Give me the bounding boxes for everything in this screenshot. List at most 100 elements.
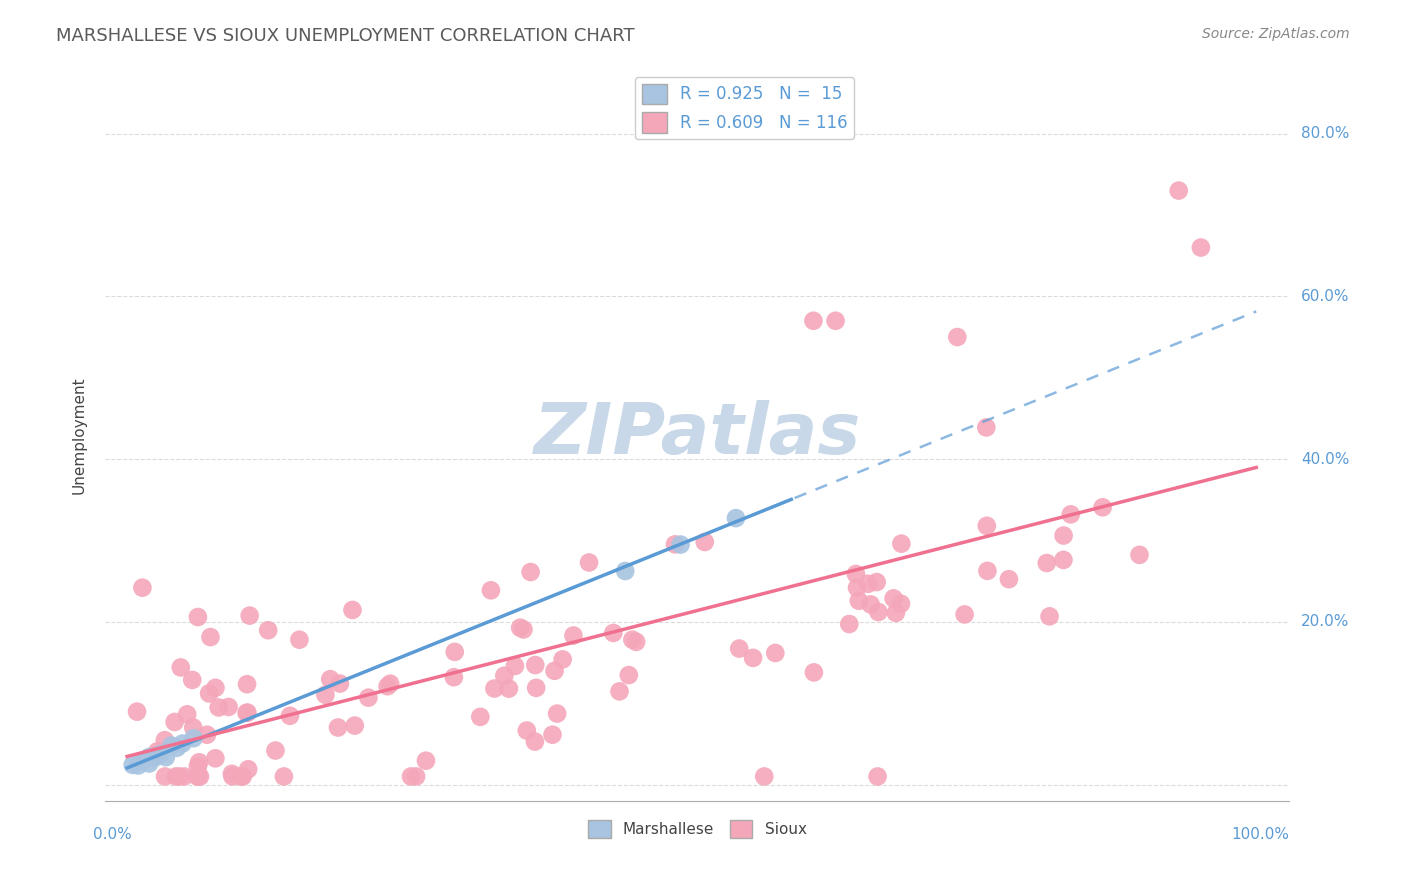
Point xyxy=(399,769,422,783)
Point xyxy=(221,766,243,780)
Point xyxy=(319,672,342,686)
Text: 60.0%: 60.0% xyxy=(1302,289,1350,304)
Point xyxy=(516,723,538,738)
Point xyxy=(1052,528,1074,542)
Point xyxy=(763,646,786,660)
Point xyxy=(380,676,402,690)
Point xyxy=(609,684,631,698)
Point xyxy=(512,623,534,637)
Point xyxy=(173,769,195,783)
Point xyxy=(200,630,222,644)
Point xyxy=(524,681,547,695)
Point xyxy=(803,314,825,328)
Point xyxy=(998,572,1021,586)
Point xyxy=(494,668,516,682)
Point xyxy=(236,677,259,691)
Point xyxy=(946,330,969,344)
Point xyxy=(187,769,209,783)
Point xyxy=(188,756,211,770)
Point xyxy=(890,536,912,550)
Point xyxy=(149,747,172,761)
Point xyxy=(498,681,520,696)
Point xyxy=(160,739,183,753)
Text: 100.0%: 100.0% xyxy=(1232,827,1289,841)
Point xyxy=(624,635,647,649)
Point xyxy=(617,668,640,682)
Point xyxy=(125,705,148,719)
Point xyxy=(132,753,155,767)
Text: 0.0%: 0.0% xyxy=(93,827,132,841)
Point xyxy=(503,659,526,673)
Point xyxy=(181,673,204,687)
Point xyxy=(172,737,194,751)
Point xyxy=(221,769,243,783)
Point xyxy=(235,706,257,720)
Point xyxy=(155,750,177,764)
Point xyxy=(181,721,204,735)
Point xyxy=(188,769,211,783)
Point xyxy=(264,743,287,757)
Point xyxy=(204,681,226,695)
Point xyxy=(693,535,716,549)
Point xyxy=(470,710,492,724)
Point xyxy=(484,681,506,696)
Point xyxy=(509,621,531,635)
Point xyxy=(621,632,644,647)
Point xyxy=(845,566,868,581)
Point xyxy=(868,605,890,619)
Point xyxy=(1189,241,1212,255)
Point xyxy=(187,759,209,773)
Point xyxy=(232,769,254,783)
Point xyxy=(329,676,352,690)
Point xyxy=(170,660,193,674)
Point xyxy=(803,665,825,680)
Point xyxy=(669,537,692,551)
Point xyxy=(138,756,160,771)
Point xyxy=(754,769,776,783)
Point xyxy=(1128,548,1150,562)
Point xyxy=(218,700,240,714)
Point xyxy=(415,754,437,768)
Text: 40.0%: 40.0% xyxy=(1302,451,1350,467)
Point xyxy=(883,591,905,606)
Point xyxy=(524,658,547,673)
Point xyxy=(121,757,143,772)
Point xyxy=(884,606,907,620)
Point xyxy=(838,617,860,632)
Text: ZIPatlas: ZIPatlas xyxy=(533,401,860,469)
Point xyxy=(145,748,167,763)
Point xyxy=(866,769,889,783)
Point xyxy=(543,664,565,678)
Text: MARSHALLESE VS SIOUX UNEMPLOYMENT CORRELATION CHART: MARSHALLESE VS SIOUX UNEMPLOYMENT CORREL… xyxy=(56,27,636,45)
Text: Source: ZipAtlas.com: Source: ZipAtlas.com xyxy=(1202,27,1350,41)
Y-axis label: Unemployment: Unemployment xyxy=(72,376,86,493)
Point xyxy=(443,645,465,659)
Point xyxy=(183,731,205,746)
Point xyxy=(866,575,889,590)
Point xyxy=(239,608,262,623)
Point xyxy=(342,603,364,617)
Point xyxy=(326,721,349,735)
Point xyxy=(314,688,336,702)
Point xyxy=(138,750,160,764)
Point xyxy=(1060,508,1083,522)
Point xyxy=(443,670,465,684)
Point xyxy=(859,598,882,612)
Point xyxy=(143,750,166,764)
Point xyxy=(976,420,998,434)
Point xyxy=(953,607,976,622)
Point xyxy=(614,564,637,578)
Point xyxy=(176,707,198,722)
Point xyxy=(166,740,188,755)
Legend: Marshallese, Sioux: Marshallese, Sioux xyxy=(582,814,813,845)
Point xyxy=(1038,609,1060,624)
Point xyxy=(278,708,301,723)
Point xyxy=(562,628,585,642)
Point xyxy=(848,594,870,608)
Point xyxy=(238,762,260,776)
Point xyxy=(523,734,546,748)
Point xyxy=(229,769,252,783)
Point xyxy=(195,728,218,742)
Point xyxy=(664,537,686,551)
Point xyxy=(1167,184,1189,198)
